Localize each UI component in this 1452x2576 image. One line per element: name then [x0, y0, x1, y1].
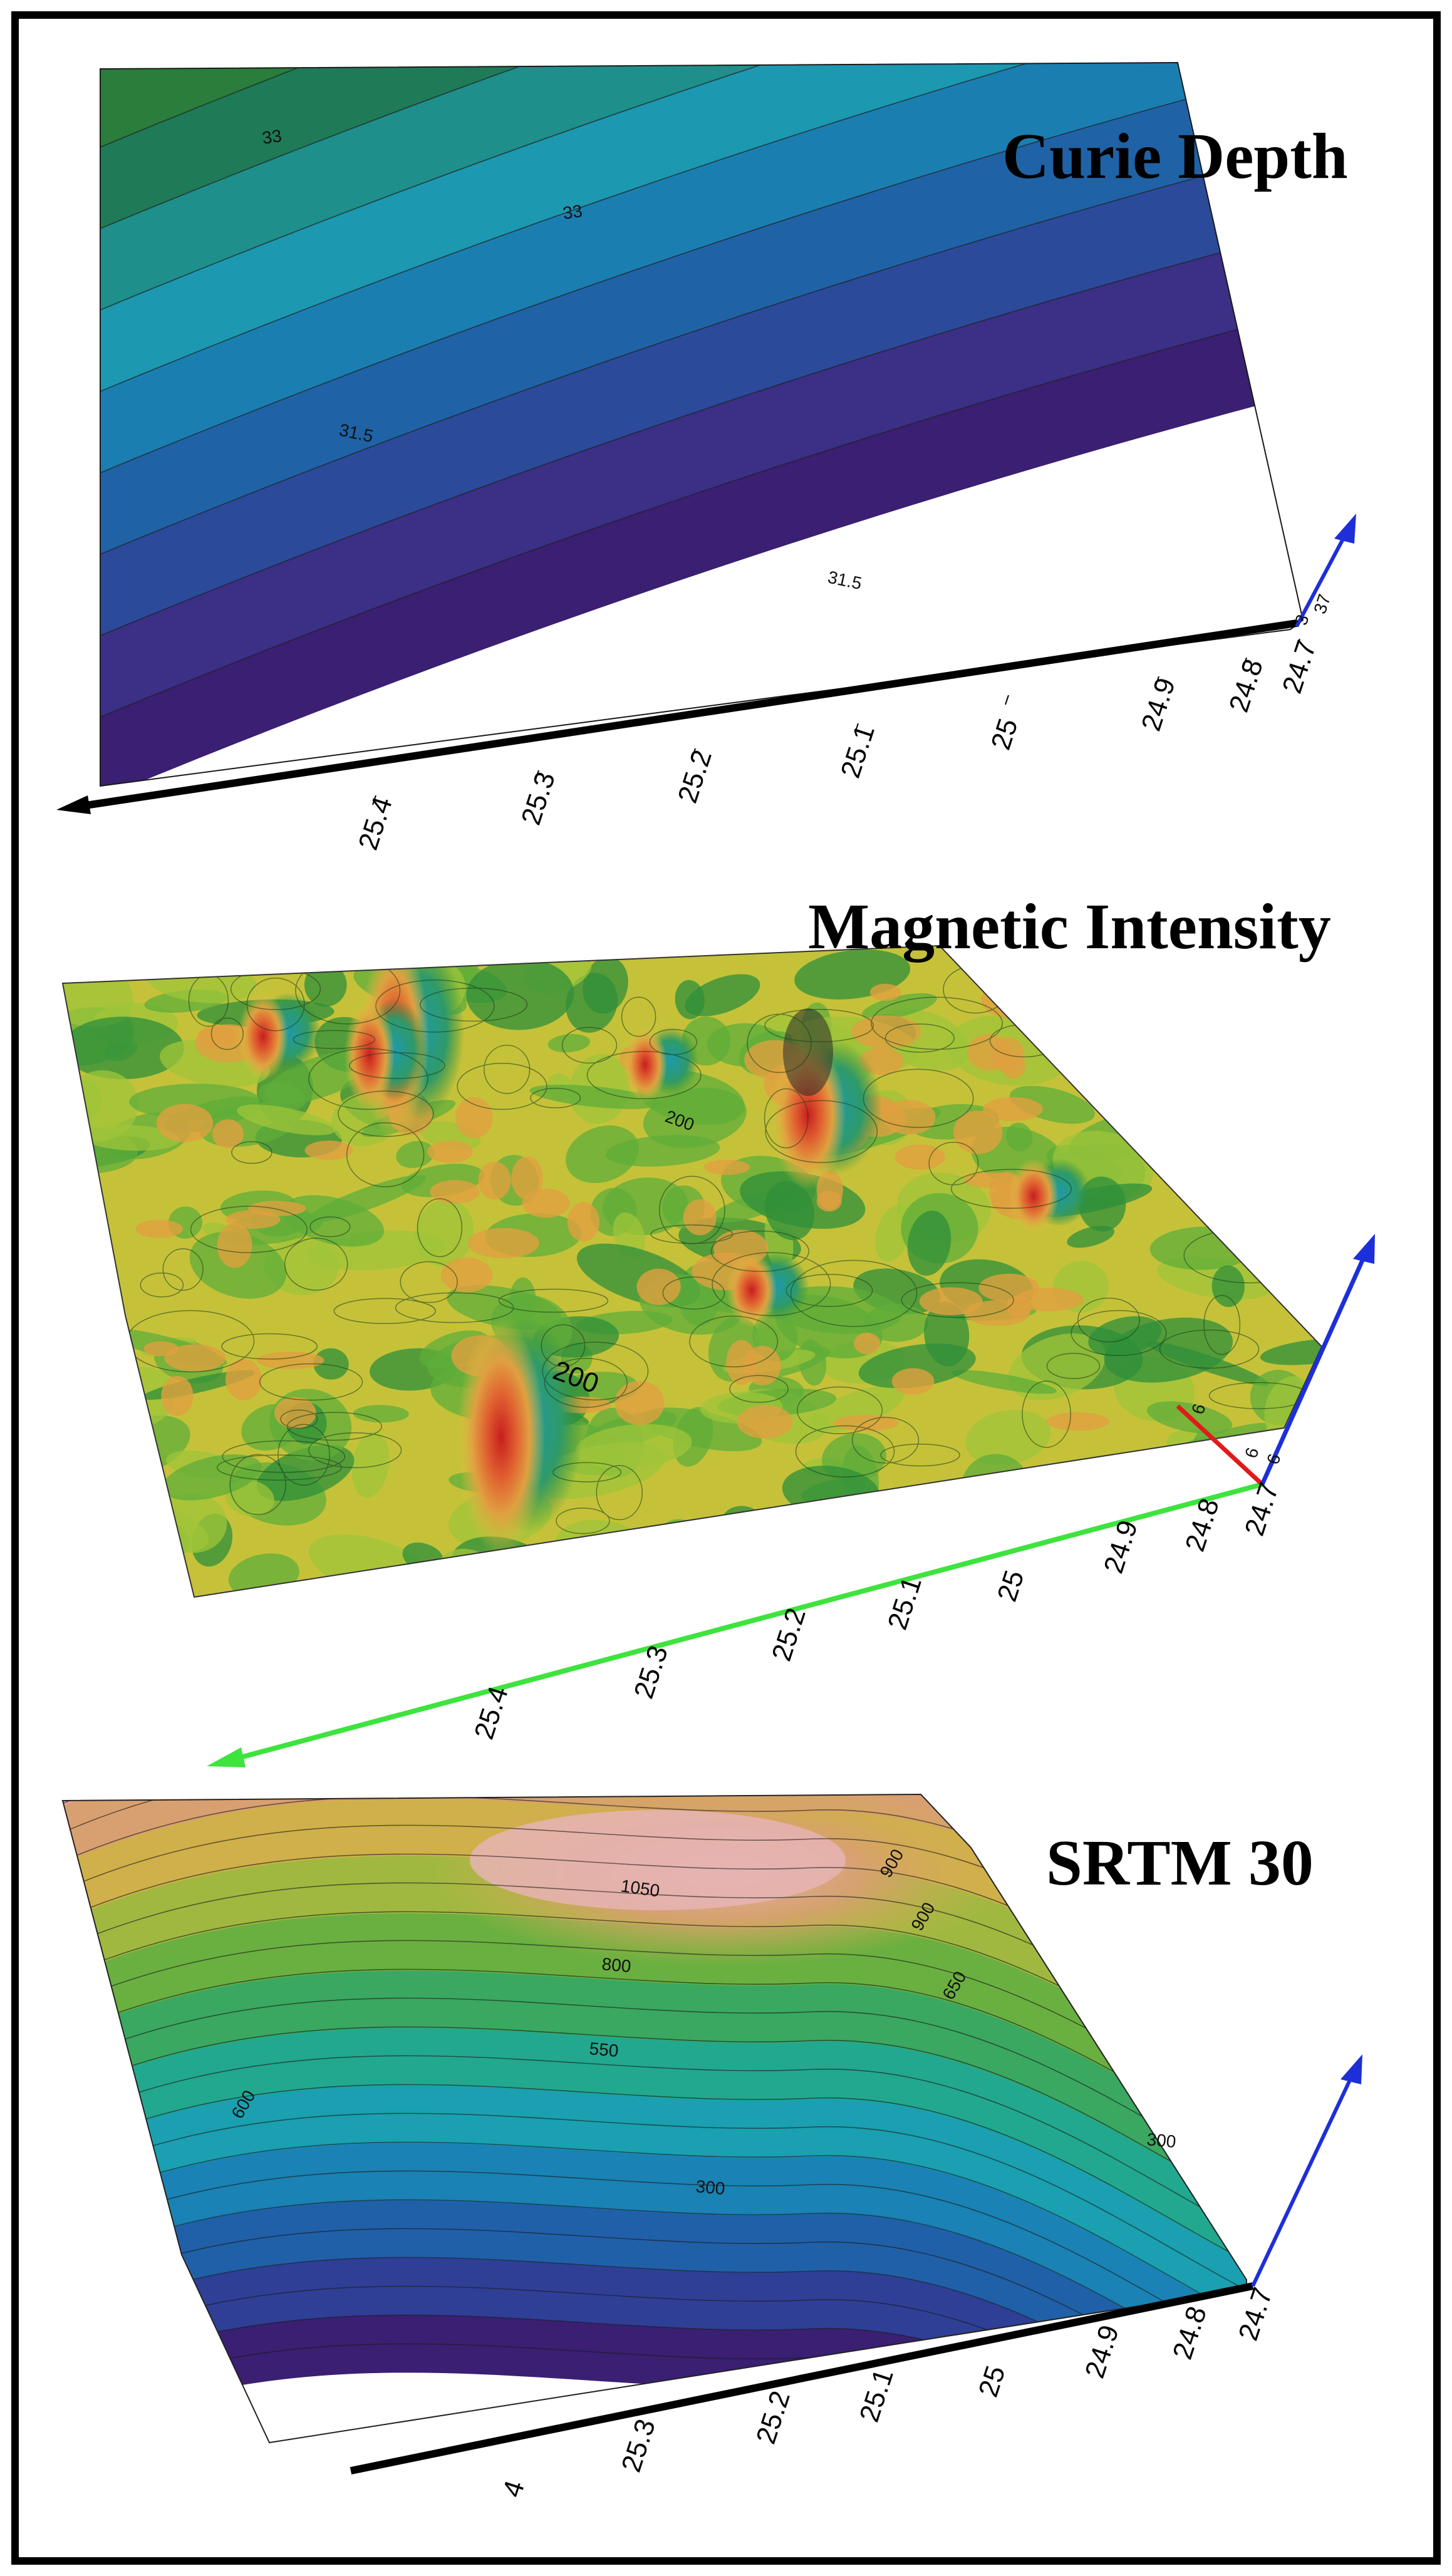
srtm30-title: SRTM 30 [1046, 1827, 1314, 1899]
magnetic-intensity-tick-label: 25.4 [469, 1682, 514, 1743]
curie-depth-tick-label: 24.7 [1277, 636, 1322, 697]
curie-depth-axis-arrow [56, 795, 91, 814]
magnetic-intensity-tick-label: 25 [992, 1566, 1030, 1605]
srtm30-contour-label: 550 [588, 2039, 619, 2061]
srtm30-panel: 425.3 25.2 25.1 25 24.9 24.8 24.7 105080055030… [61, 1793, 1362, 2501]
srtm30-contour-label: 800 [601, 1954, 631, 1976]
curie-depth-tick-label: 25.3 [516, 768, 561, 829]
curie-depth-contour-label: 33 [261, 126, 283, 148]
srtm30-tick-label: 25 [973, 2362, 1012, 2401]
magnetic-intensity-small-tick: 6 [1241, 1445, 1262, 1460]
srtm30-x-axis [350, 2282, 1254, 2475]
magnetic-intensity-x-axis [218, 1482, 1263, 1766]
srtm30-z-axis [1251, 2066, 1358, 2287]
magnetic-intensity-y-axis [1176, 1404, 1264, 1486]
curie-depth-contour-label: 31.5 [826, 567, 864, 594]
curie-depth-tick-label: 24.9 [1136, 674, 1181, 735]
srtm30-surface [63, 1794, 1247, 2443]
magnetic-intensity-surface [63, 946, 1322, 1597]
srtm30-tick-label: 25.1 [854, 2365, 900, 2426]
srtm30-tick-label: 25.2 [750, 2387, 796, 2448]
curie-depth-tick-label: 24.8 [1223, 655, 1269, 716]
srtm30-tick-label: 24.9 [1079, 2321, 1125, 2382]
curie-depth-tick-label: 25.2 [672, 746, 718, 807]
curie-depth-z-axis [1295, 525, 1352, 628]
curie-depth-contour-lines [100, 63, 1303, 733]
curie-depth-contour-label: 33 [562, 201, 584, 223]
srtm30-axis-ticks: 4 25.3 25.2 25.1 25 24.9 24.8 24.7 [497, 2284, 1278, 2501]
curie-depth-tick-label: 25.1 [835, 721, 881, 782]
curie-depth-band [100, 301, 1303, 786]
curie-depth-tick-label: 25 [985, 715, 1024, 753]
srtm30-contour-label: 300 [1146, 2129, 1176, 2151]
magnetic-intensity-z-axis [1260, 1245, 1371, 1486]
curie-depth-tick-label: 25.4 [353, 793, 398, 854]
srtm30-tick-label: 4 [497, 2477, 531, 2501]
srtm30-contour-label: 300 [695, 2176, 725, 2198]
srtm30-tick-label: 24.7 [1233, 2284, 1278, 2344]
srtm30-tick-label: 24.8 [1167, 2302, 1213, 2363]
magnetic-intensity-title: Magnetic Intensity [808, 891, 1331, 963]
curie-depth-title: Curie Depth [1002, 120, 1348, 192]
curie-depth-x-axis [68, 619, 1297, 812]
srtm30-tick-label: 25.3 [616, 2415, 661, 2476]
